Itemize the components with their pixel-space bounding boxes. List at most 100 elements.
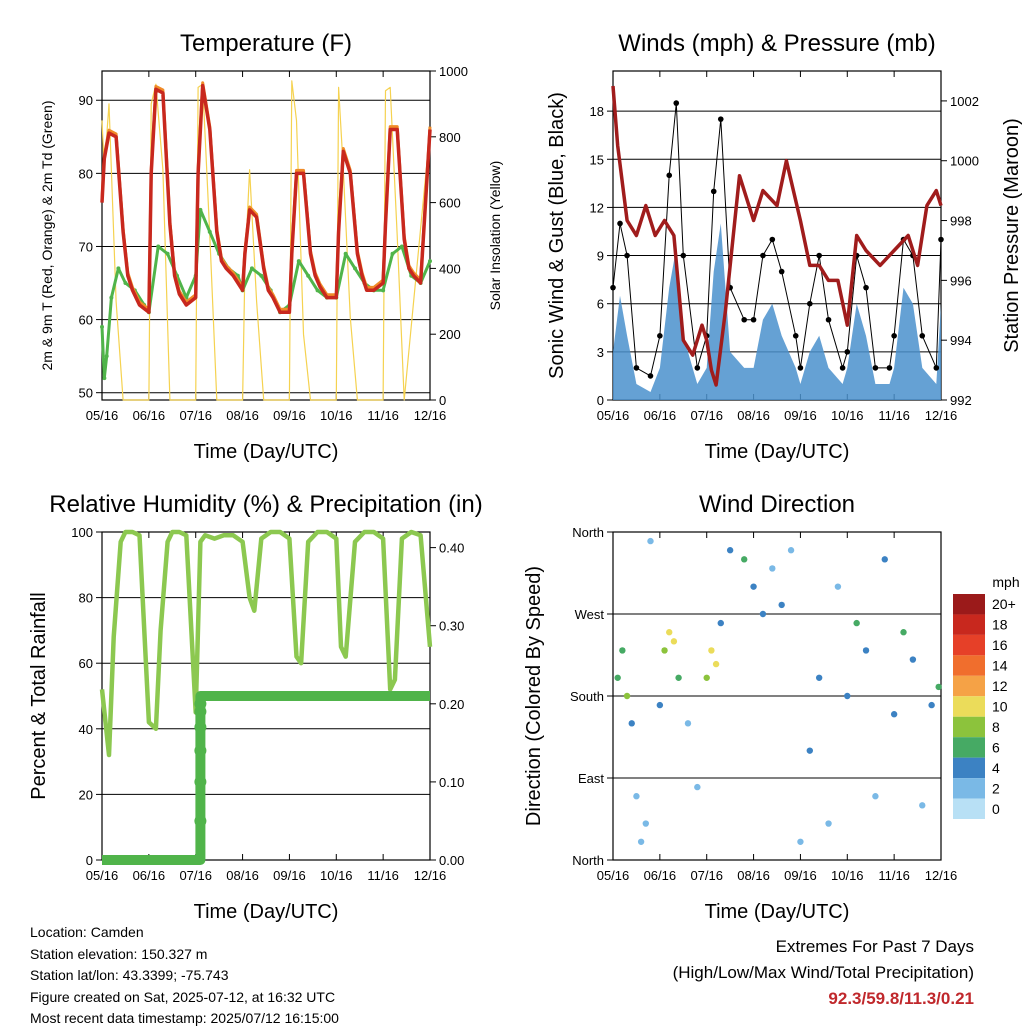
dewpoint-line-point (296, 259, 301, 264)
colorbar-label: 14 (992, 658, 1008, 674)
colorbar-label: 20+ (992, 596, 1016, 612)
dewpoint-line-point (207, 229, 212, 234)
wind-direction-point (844, 692, 851, 700)
wind-direction-point (619, 647, 626, 654)
colorbar-label: 10 (992, 699, 1008, 715)
chart-title: Winds (mph) & Pressure (mb) (618, 30, 935, 57)
colorbar-label: 16 (992, 637, 1008, 653)
y2-tick-label: 400 (439, 261, 461, 276)
y-tick-label: 60 (79, 313, 93, 328)
wind-direction-point (623, 692, 631, 700)
wind-direction-point (656, 701, 664, 709)
y2-tick-label: 600 (439, 196, 461, 211)
wind-direction-point (614, 674, 621, 681)
y2-tick-label: 200 (439, 327, 461, 342)
y-tick-label: 60 (79, 656, 93, 671)
colorbar-swatch (953, 757, 985, 779)
wind-direction-point (806, 747, 813, 754)
x-tick-label: 11/16 (878, 868, 910, 883)
x-tick-label: 07/16 (179, 868, 212, 883)
colorbar-label: 4 (992, 760, 1000, 776)
y-axis-label: 2m & 9m T (Red, Orange) & 2m Td (Green) (39, 101, 55, 371)
precipitation-point (194, 744, 207, 757)
y2-axis-label: Station Pressure (Maroon) (1001, 118, 1023, 353)
y-tick-label: 20 (79, 787, 93, 802)
colorbar-swatch (953, 594, 985, 615)
wind-direction-point (703, 674, 710, 681)
y-tick-label: 80 (79, 166, 93, 181)
station-latlon: Station lat/lon: 43.3399; -75.743 (30, 967, 229, 983)
colorbar-swatch (953, 655, 985, 676)
colorbar-swatch (953, 778, 985, 799)
precipitation-point (194, 721, 207, 734)
wind-direction-point (928, 701, 935, 709)
x-tick-label: 06/16 (133, 868, 166, 883)
x-tick-label: 12/16 (414, 408, 447, 423)
x-tick-label: 07/16 (179, 408, 212, 423)
y2-tick-label: 998 (950, 214, 972, 229)
dewpoint-line-point (116, 266, 121, 271)
dewpoint-line-point (381, 288, 386, 293)
x-axis-label: Time (Day/UTC) (705, 901, 850, 923)
sonic-wind-area (613, 223, 941, 400)
relative-humidity-line (99, 529, 433, 758)
wind-direction-point (637, 838, 645, 845)
precipitation-point (194, 775, 207, 788)
x-tick-label: 09/16 (273, 868, 306, 883)
x-tick-label: 12/16 (925, 408, 958, 423)
dewpoint-line-point (100, 324, 104, 329)
y2-tick-label: 0 (439, 393, 446, 408)
dewpoint-line-point (165, 251, 170, 256)
wind-direction-point (862, 647, 870, 654)
colorbar-label: 8 (992, 719, 1000, 735)
y-tick-label: 12 (590, 200, 604, 215)
wind-direction-point (778, 601, 785, 609)
y-tick-label: South (570, 689, 604, 704)
wind-direction-point (750, 583, 757, 590)
x-tick-label: 10/16 (831, 868, 864, 883)
wind-direction-point (759, 610, 767, 618)
wind-direction-point (935, 683, 942, 691)
colorbar-label: 18 (992, 617, 1008, 633)
dewpoint-line-point (156, 244, 161, 249)
y2-tick-label: 0.40 (439, 541, 464, 556)
wind-direction-point (670, 638, 678, 645)
y2-tick-label: 0.20 (439, 697, 464, 712)
wind-direction-point (853, 619, 860, 627)
station-location: Location: Camden (30, 924, 144, 940)
dewpoint-line-point (102, 376, 107, 381)
wind-direction-point (741, 556, 748, 563)
colorbar-swatch (953, 614, 985, 635)
x-tick-label: 10/16 (831, 408, 864, 423)
y-tick-label: 100 (71, 525, 93, 540)
y2-tick-label: 1000 (439, 64, 468, 79)
x-tick-label: 05/16 (86, 408, 119, 423)
y2-tick-label: 800 (439, 130, 461, 145)
data-timestamp: Most recent data timestamp: 2025/07/12 1… (30, 1010, 339, 1026)
chart-title: Temperature (F) (180, 30, 352, 57)
wind-direction-point (717, 619, 724, 627)
x-tick-label: 06/16 (644, 868, 677, 883)
extremes-box: Extremes For Past 7 Days (High/Low/Max W… (673, 934, 974, 1012)
y2-axis-label: Solar Insolation (Yellow) (487, 161, 503, 311)
dewpoint-line-point (315, 288, 320, 293)
y2-tick-label: 1002 (950, 94, 979, 109)
chart-title: Relative Humidity (%) & Precipitation (i… (49, 491, 482, 518)
y-tick-label: 0 (86, 853, 93, 868)
colorbar-label: 6 (992, 739, 1000, 755)
x-tick-label: 07/16 (690, 408, 723, 423)
dewpoint-line-point (343, 251, 348, 256)
y2-tick-label: 0.30 (439, 619, 464, 634)
y-tick-label: 70 (79, 239, 93, 254)
extremes-subtitle: (High/Low/Max Wind/Total Precipitation) (672, 963, 974, 982)
x-tick-label: 09/16 (784, 868, 817, 883)
y-tick-label: 80 (79, 591, 93, 606)
extremes-title: Extremes For Past 7 Days (775, 937, 974, 956)
x-tick-label: 09/16 (273, 408, 306, 423)
dewpoint-line-point (249, 266, 254, 271)
y-axis-label: Direction (Colored By Speed) (523, 566, 545, 826)
wind-direction-point (797, 838, 804, 845)
y-tick-label: 0 (597, 393, 604, 408)
colorbar-swatch (953, 696, 985, 717)
